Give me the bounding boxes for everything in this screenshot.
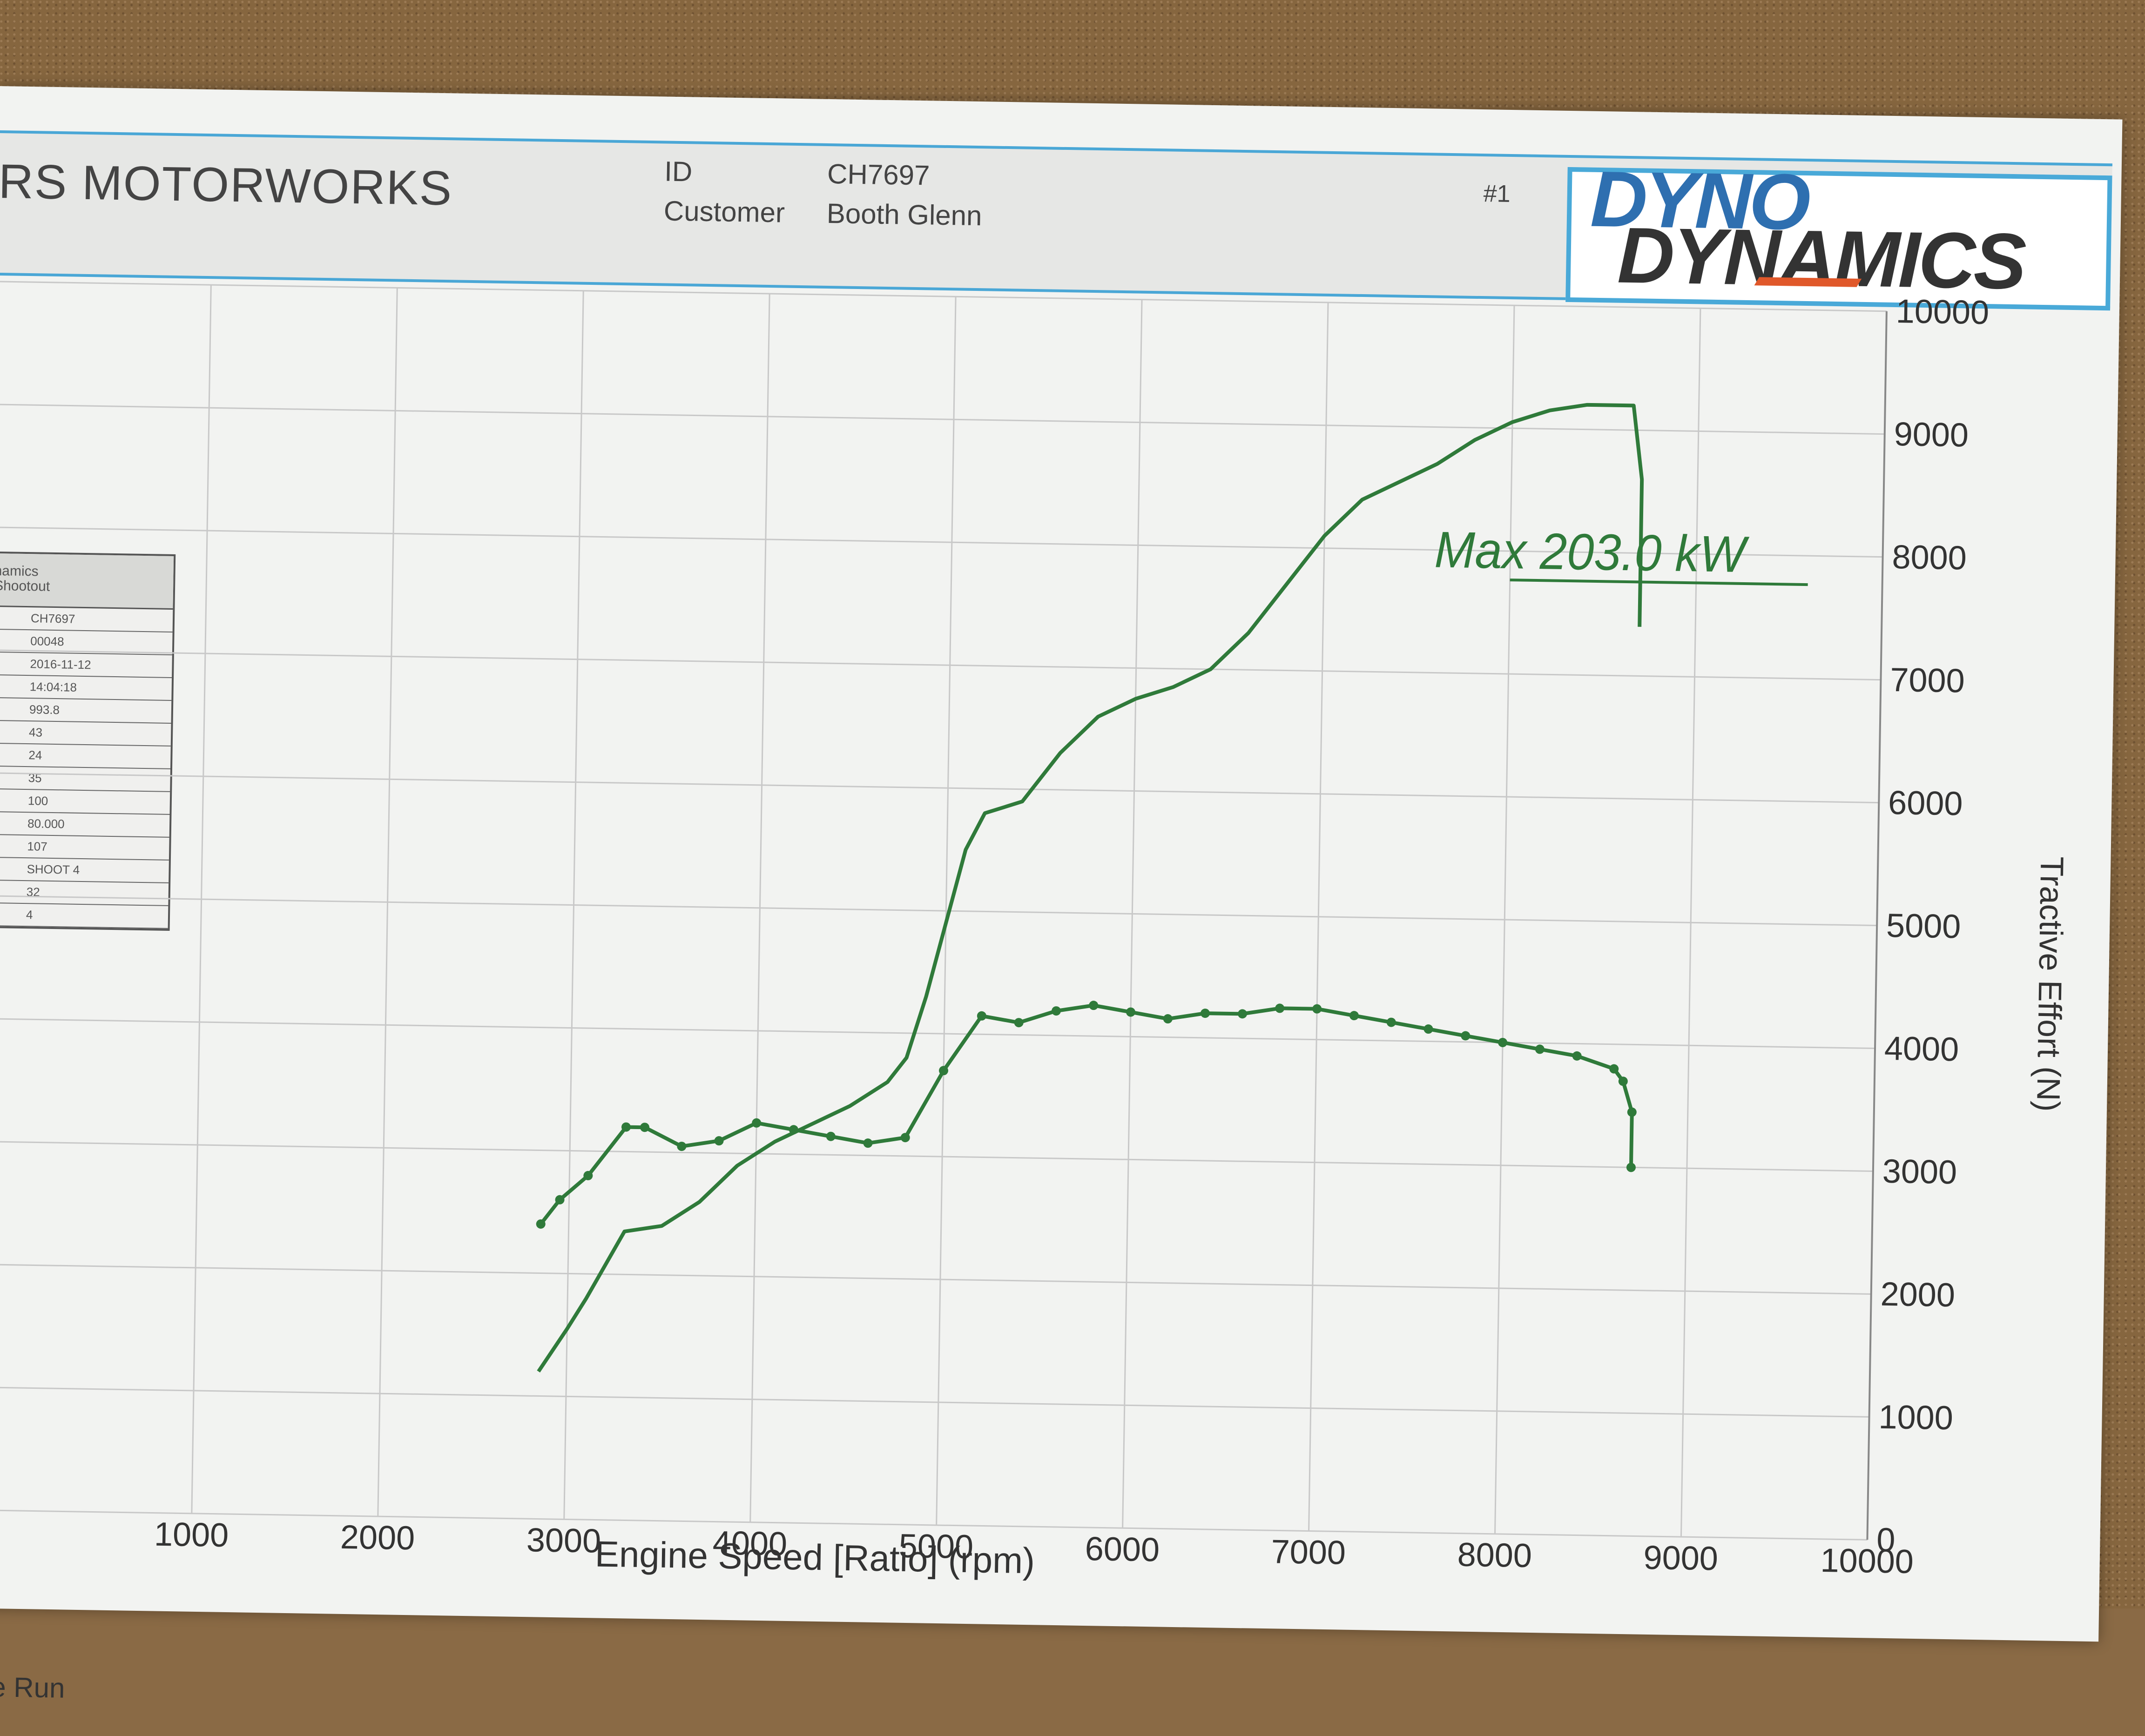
series-point [1535, 1044, 1545, 1054]
y-tick-label: 3000 [1882, 1153, 1957, 1191]
y-tick-label: 9000 [1894, 416, 1969, 454]
grid-line-horizontal [0, 526, 1883, 558]
series-point [1014, 1018, 1024, 1028]
series-point [1052, 1006, 1061, 1016]
grid-line-horizontal [0, 1386, 1869, 1418]
series-point [714, 1136, 724, 1146]
series-point [640, 1123, 650, 1132]
chart-series [536, 403, 1644, 1373]
series-point [1089, 1001, 1099, 1010]
grid-line-horizontal [0, 281, 1887, 312]
series-point [621, 1122, 631, 1132]
series-point [789, 1125, 798, 1135]
grid-line-horizontal [0, 649, 1881, 681]
x-tick-label: 8000 [1457, 1536, 1532, 1575]
series-point [1423, 1024, 1433, 1034]
x-tick-label: 6000 [1085, 1530, 1160, 1569]
x-tick-label: 7000 [1271, 1533, 1346, 1572]
y-axis-ticks: 0 1000 2000 3000 4000 5000 6000 7000 8000 9000 100… [1876, 293, 1990, 1559]
series-point [977, 1011, 986, 1021]
series-point [1618, 1077, 1628, 1086]
grid-line-horizontal [0, 1264, 1871, 1295]
y-tick-label: 5000 [1886, 907, 1961, 946]
series-point [1238, 1009, 1248, 1019]
series-point [1461, 1031, 1470, 1041]
max-power-annotation: Max 203.0 kW [1434, 521, 1808, 586]
y-axis-label: Tractive Effort (N) [2030, 856, 2071, 1112]
series-point [863, 1138, 873, 1148]
series-point [1349, 1011, 1359, 1021]
max-power-text: Max 203.0 kW [1434, 521, 1750, 583]
dyno-sheet: RS MOTORWORKS ID CH7697 Customer Booth G… [0, 86, 2123, 1704]
grid-line-horizontal [0, 1509, 1868, 1541]
y-tick-label: 6000 [1888, 784, 1963, 823]
x-tick-label: 2000 [340, 1519, 415, 1557]
series-point [1312, 1004, 1322, 1014]
y-tick-label: 2000 [1880, 1276, 1955, 1314]
grid-line-horizontal [0, 1018, 1875, 1050]
series-point [1609, 1064, 1619, 1074]
x-tick-label: 9000 [1643, 1539, 1718, 1578]
series-point [900, 1133, 910, 1143]
grid-line-horizontal [0, 1141, 1873, 1172]
x-tick-label: 5000 [898, 1527, 973, 1566]
y-tick-label: 1000 [1878, 1399, 1953, 1437]
series-point [752, 1118, 762, 1128]
max-power-underline [1510, 579, 1808, 586]
y-tick-label: 10000 [1895, 293, 1989, 331]
x-tick-label: 3000 [526, 1521, 601, 1560]
x-tick-label: 10000 [1820, 1542, 1914, 1581]
series-point [1386, 1017, 1396, 1027]
series-point [536, 1219, 546, 1229]
grid-line-horizontal [0, 772, 1879, 804]
series-point [1201, 1009, 1210, 1018]
x-axis-ticks: 1000 2000 3000 4000 5000 6000 7000 8000 9000 1000… [154, 1516, 1914, 1581]
x-tick-label: 1000 [154, 1516, 229, 1554]
series-point [1627, 1107, 1637, 1117]
series-point [1626, 1163, 1636, 1172]
grid-line-horizontal [0, 895, 1877, 927]
series-point [583, 1171, 593, 1180]
y-tick-label: 0 [1876, 1521, 1895, 1559]
y-tick-label: 7000 [1890, 661, 1965, 700]
series-point [1275, 1003, 1285, 1013]
y-axis-line [1866, 311, 1888, 1540]
chart-grid [0, 281, 1888, 1541]
series-line-1 [539, 1003, 1634, 1225]
series-point [939, 1066, 949, 1076]
series-point [555, 1195, 565, 1204]
footer-text: ne Run [0, 1671, 65, 1704]
series-point [677, 1142, 687, 1151]
series-point [1163, 1014, 1173, 1024]
y-tick-label: 8000 [1892, 538, 1967, 577]
series-point [1572, 1051, 1582, 1061]
grid-line-horizontal [0, 404, 1885, 435]
series-point [826, 1131, 836, 1141]
x-axis-label: Engine Speed [Ratio] (rpm) [594, 1533, 1035, 1581]
series-line-0 [537, 403, 1644, 1373]
series-point [1498, 1037, 1508, 1047]
y-tick-label: 4000 [1884, 1030, 1959, 1069]
x-tick-label: 4000 [712, 1524, 787, 1563]
series-point [1126, 1007, 1136, 1017]
dyno-chart: 0100020003000400050006000700080009000100… [0, 281, 2071, 1581]
